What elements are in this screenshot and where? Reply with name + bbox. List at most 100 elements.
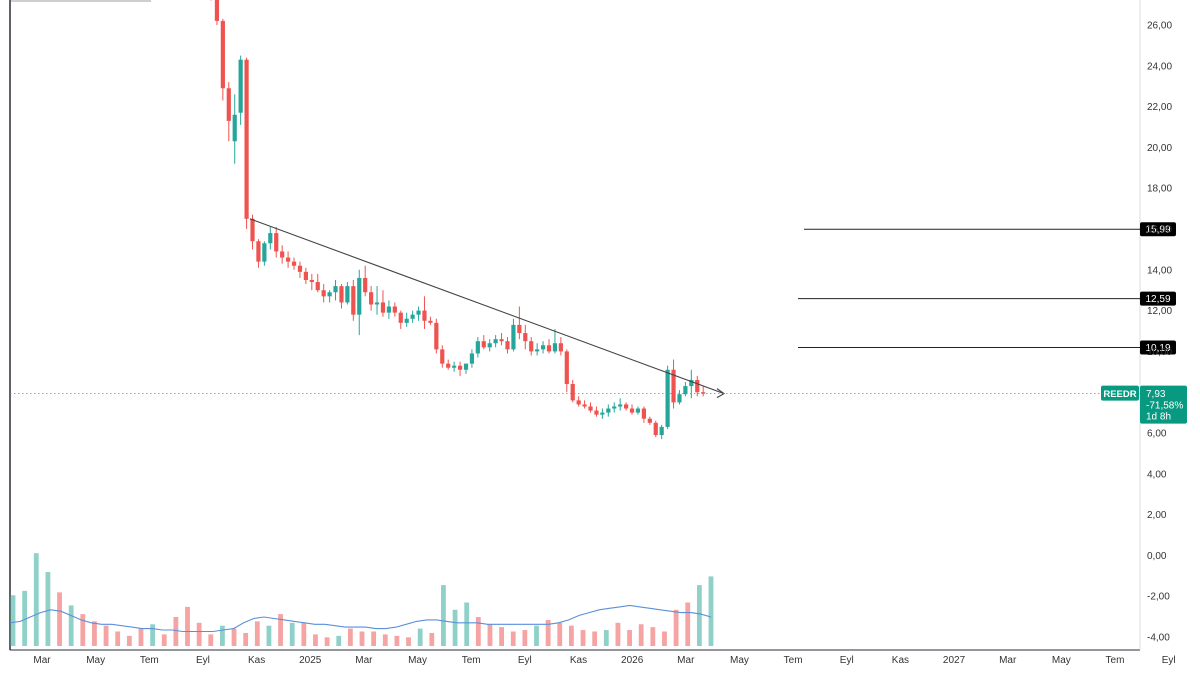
candle-body (398, 312, 403, 323)
x-tick-label: Mar (999, 655, 1017, 666)
chart-frame (9, 0, 1141, 651)
candle-body (434, 322, 439, 350)
volume-bar (452, 609, 458, 646)
volume-bar (161, 634, 167, 646)
candle-body (701, 392, 706, 394)
candle-body (558, 343, 563, 352)
candle-body (641, 408, 646, 419)
x-tick-label: 2027 (943, 655, 966, 666)
candle-body (546, 345, 552, 352)
x-tick-label: 2025 (299, 655, 322, 666)
volume-bar (662, 631, 667, 646)
level-badge (1140, 222, 1176, 237)
y-tick-label: 18,00 (1147, 184, 1172, 195)
horizontal-levels: 15,99 12,59 10,19 (798, 222, 1176, 355)
last-price-label: 7,93 (1146, 389, 1166, 400)
volume-bar (673, 609, 679, 646)
candle-body (600, 412, 605, 415)
candle-body (226, 88, 231, 121)
x-tick-label: Kas (570, 655, 587, 666)
volume-bar (580, 630, 586, 646)
y-tick-label: 6,00 (1147, 429, 1167, 440)
candle-body (380, 302, 386, 313)
y-tick-label: 4,00 (1147, 469, 1167, 480)
candle-body (487, 343, 492, 348)
y-tick-label: 2,00 (1147, 510, 1167, 521)
candle-body (369, 292, 374, 305)
volume-bar (685, 602, 691, 646)
volume-bar (126, 635, 132, 646)
volume-bar (499, 627, 504, 646)
candle-body (594, 410, 599, 415)
volume-bar (650, 627, 656, 646)
x-tick-label: May (86, 655, 105, 666)
volume-bar (615, 622, 621, 646)
price-badge-group: REEDR 7,93-71,58%1d 8h (1101, 385, 1187, 424)
y-tick-label: 0,00 (1147, 551, 1167, 562)
candle-body (274, 233, 279, 252)
volume-bar (138, 628, 144, 646)
candle-body (416, 310, 421, 315)
candle-body (683, 386, 688, 395)
candle-body (457, 365, 463, 370)
candle-body (262, 243, 267, 262)
volume-bar (522, 630, 528, 646)
volume-bar (347, 628, 353, 646)
level-label: 10,19 (1145, 343, 1170, 354)
price-badge (1140, 385, 1187, 424)
volume-bar (406, 637, 411, 646)
x-tick-label: May (408, 655, 427, 666)
candle-body (339, 286, 344, 303)
candle-body (552, 343, 558, 352)
volume-bar (22, 590, 28, 646)
volume-bar (80, 614, 86, 646)
volume-bar (708, 576, 714, 646)
candle-body (588, 406, 593, 411)
y-axis: 26,00 24,00 22,00 20,00 18,00 16,00 14,00 12,00… (1147, 21, 1172, 644)
candle-body (481, 341, 486, 348)
trendline-arrowhead (716, 388, 726, 399)
x-tick-label: Eyl (518, 655, 532, 666)
volume-bar (382, 634, 388, 646)
candle-body (446, 363, 451, 368)
y-tick-label: 24,00 (1147, 61, 1172, 72)
candle-body (570, 384, 575, 401)
candle-body (428, 320, 433, 323)
x-tick-label: Tem (462, 655, 481, 666)
volume-bar (592, 631, 598, 646)
volume-bar (394, 635, 400, 646)
y-tick-label: 14,00 (1147, 265, 1172, 276)
volume-bar (33, 553, 39, 646)
candlesticks (210, 0, 706, 440)
candle-body (659, 426, 664, 436)
candle-body (374, 302, 380, 305)
candle-body (321, 290, 326, 297)
x-tick-label: Kas (892, 655, 909, 666)
y-tick-label: 12,00 (1147, 306, 1172, 317)
candle-body (606, 408, 611, 413)
symbol-badge (1101, 385, 1139, 401)
x-tick-label: Mar (355, 655, 373, 666)
candle-body (517, 324, 522, 334)
candle-body (535, 349, 540, 352)
volume-bar (243, 632, 249, 646)
candle-body (499, 339, 504, 342)
candle-body (422, 310, 427, 321)
volume-bar (231, 628, 237, 646)
volume-bar (185, 606, 190, 646)
volume-bar (68, 605, 74, 646)
descending-trendline[interactable] (249, 218, 725, 395)
candle-body (564, 351, 569, 385)
volume-bar (301, 622, 307, 646)
volume-bar (115, 631, 121, 646)
candle-body (315, 282, 320, 291)
volume-bar (208, 634, 214, 646)
candle-body (671, 369, 676, 403)
candle-body (523, 333, 528, 342)
y-tick-label: 20,00 (1147, 143, 1172, 154)
x-tick-label: Tem (140, 655, 159, 666)
trendline (10, 218, 1140, 399)
volume-bar (475, 617, 481, 646)
